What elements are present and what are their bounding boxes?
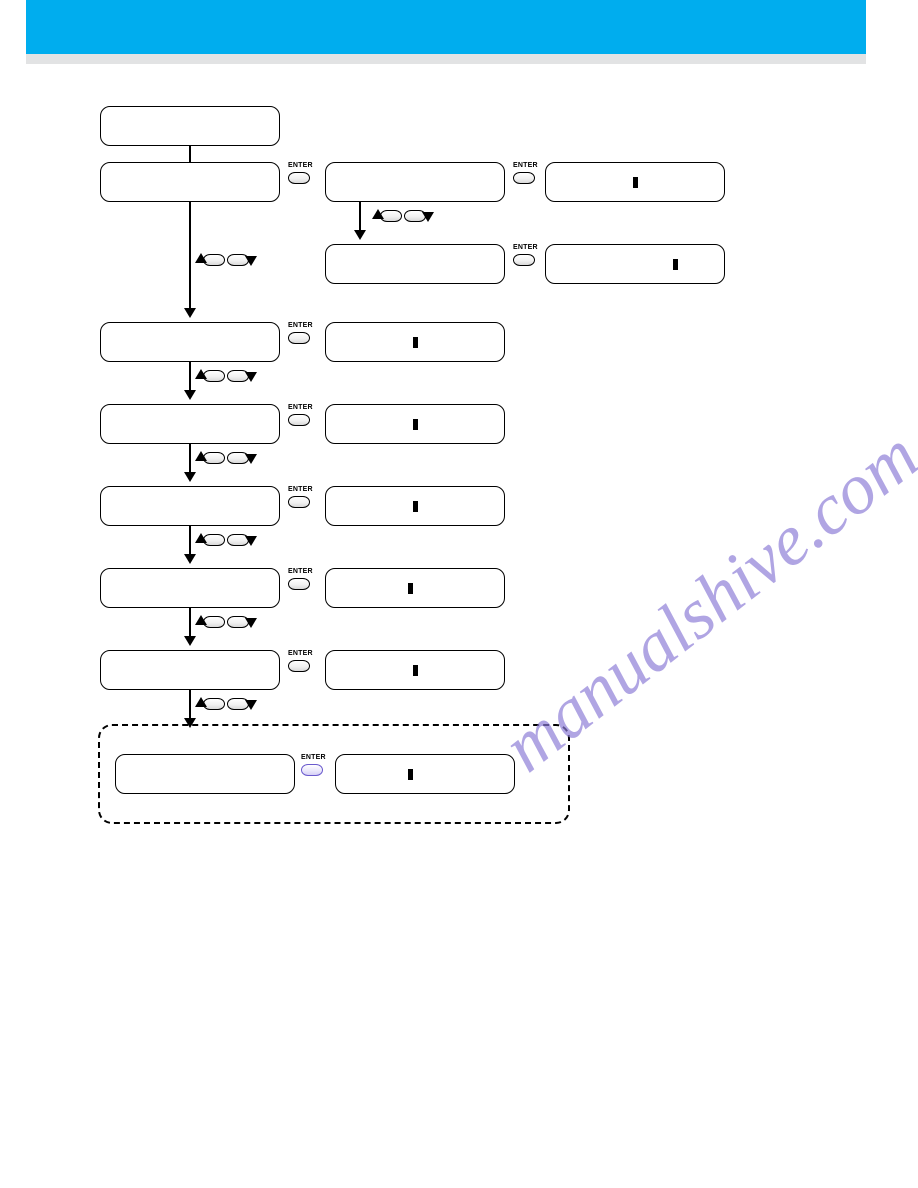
enter-label: ENTER — [288, 568, 313, 575]
enter-label: ENTER — [513, 162, 538, 169]
node-r5c2 — [325, 486, 505, 526]
enter-button-icon — [288, 660, 310, 672]
cursor-icon — [413, 337, 418, 348]
enter-label: ENTER — [288, 650, 313, 657]
up-triangle-icon — [195, 533, 207, 543]
arrow-line — [189, 362, 191, 392]
cursor-icon — [413, 501, 418, 512]
enter-button-icon — [513, 172, 535, 184]
enter-label: ENTER — [301, 754, 326, 761]
enter-label: ENTER — [288, 404, 313, 411]
arrow-line — [189, 608, 191, 638]
node-r3c2 — [325, 322, 505, 362]
enter-button-icon — [288, 414, 310, 426]
cursor-icon — [413, 665, 418, 676]
node-r3c1 — [100, 322, 280, 362]
arrow-head-icon — [184, 718, 196, 728]
arrow-line — [189, 202, 191, 310]
up-triangle-icon — [195, 369, 207, 379]
down-triangle-icon — [422, 212, 434, 222]
arrow-head-icon — [184, 390, 196, 400]
node-r6c1 — [100, 568, 280, 608]
arrow-head-icon — [184, 554, 196, 564]
node-dashed-right — [335, 754, 515, 794]
arrow-line — [359, 202, 361, 232]
node-r2c2 — [325, 244, 505, 284]
arrow-head-icon — [354, 230, 366, 240]
cursor-icon — [413, 419, 418, 430]
node-r1c1 — [100, 162, 280, 202]
enter-label: ENTER — [288, 322, 313, 329]
up-triangle-icon — [195, 253, 207, 263]
enter-button-icon — [288, 172, 310, 184]
node-r1c2 — [325, 162, 505, 202]
arrow-head-icon — [184, 308, 196, 318]
node-r4c2 — [325, 404, 505, 444]
arrow-line — [189, 690, 191, 720]
enter-button-icon — [288, 332, 310, 344]
arrow-line — [189, 526, 191, 556]
enter-label: ENTER — [288, 162, 313, 169]
flowchart-canvas: ENTER ENTER ENTER ENTER ENTER ENTER ENTE… — [0, 0, 918, 1188]
node-r7c1 — [100, 650, 280, 690]
down-triangle-icon — [245, 372, 257, 382]
cursor-icon — [408, 769, 413, 780]
down-triangle-icon — [245, 256, 257, 266]
node-r7c2 — [325, 650, 505, 690]
node-top — [100, 106, 280, 146]
arrow-head-icon — [184, 472, 196, 482]
enter-button-icon — [301, 764, 323, 776]
cursor-icon — [673, 259, 678, 270]
cursor-icon — [408, 583, 413, 594]
enter-button-icon — [288, 496, 310, 508]
node-r5c1 — [100, 486, 280, 526]
enter-label: ENTER — [513, 244, 538, 251]
up-triangle-icon — [372, 209, 384, 219]
down-triangle-icon — [245, 536, 257, 546]
arrow-line — [189, 146, 191, 162]
up-triangle-icon — [195, 451, 207, 461]
node-r1c3 — [545, 162, 725, 202]
down-triangle-icon — [245, 700, 257, 710]
down-triangle-icon — [245, 454, 257, 464]
up-triangle-icon — [195, 615, 207, 625]
down-triangle-icon — [245, 618, 257, 628]
node-r6c2 — [325, 568, 505, 608]
node-dashed-left — [115, 754, 295, 794]
enter-button-icon — [513, 254, 535, 266]
enter-button-icon — [288, 578, 310, 590]
arrow-head-icon — [184, 636, 196, 646]
up-triangle-icon — [195, 697, 207, 707]
arrow-line — [189, 444, 191, 474]
enter-label: ENTER — [288, 486, 313, 493]
cursor-icon — [633, 177, 638, 188]
node-r2c3 — [545, 244, 725, 284]
node-r4c1 — [100, 404, 280, 444]
